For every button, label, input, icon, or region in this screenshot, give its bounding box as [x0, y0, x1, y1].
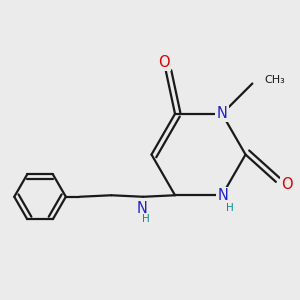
Text: N: N — [217, 106, 227, 121]
Text: O: O — [281, 177, 292, 192]
Text: N: N — [218, 188, 228, 203]
Text: H: H — [142, 214, 150, 224]
Text: N: N — [136, 201, 147, 216]
Text: O: O — [159, 55, 170, 70]
Text: H: H — [226, 203, 233, 213]
Text: CH₃: CH₃ — [264, 75, 285, 85]
